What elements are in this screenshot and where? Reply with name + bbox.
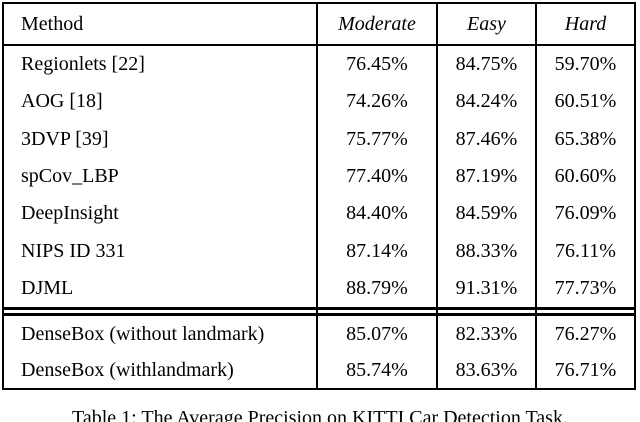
easy-cell: 88.33% [436,232,535,270]
moderate-cell: 87.14% [316,232,436,270]
method-cell: 3DVP [39] [21,127,109,150]
table-row: DJML 88.79% 91.31% 77.73% [4,269,634,307]
table-row: DenseBox (without landmark) 85.07% 82.33… [4,316,634,352]
easy-cell: 84.59% [436,195,535,233]
moderate-cell: 77.40% [316,157,436,196]
table-row: DeepInsight 84.40% 84.59% 76.09% [4,195,634,233]
section-divider-double-rule [4,307,634,316]
method-cell: spCov_LBP [21,164,119,187]
results-table: Method Moderate Easy Hard Regionlets [22… [2,2,636,390]
easy-cell: 84.24% [436,83,535,121]
densebox-methods-section: DenseBox (without landmark) 85.07% 82.33… [4,316,634,388]
easy-cell: 84.75% [436,46,535,84]
hard-cell: 76.11% [535,232,634,270]
table-row: DenseBox (withlandmark) 85.74% 83.63% 76… [4,352,634,388]
baseline-methods-section: Regionlets [22] 76.45% 84.75% 59.70% AOG… [4,46,634,307]
table-header-row: Method Moderate Easy Hard [4,4,634,46]
hard-cell: 76.09% [535,195,634,233]
easy-cell: 87.46% [436,120,535,158]
table-row: NIPS ID 331 87.14% 88.33% 76.11% [4,232,634,270]
method-cell: DeepInsight [21,202,119,225]
moderate-cell: 85.07% [316,316,436,352]
method-cell: DenseBox (withlandmark) [21,358,234,381]
table-row: 3DVP [39] 75.77% 87.46% 65.38% [4,120,634,158]
header-hard: Hard [535,4,634,44]
easy-cell: 91.31% [436,269,535,307]
method-cell: DJML [21,276,74,299]
moderate-cell: 75.77% [316,120,436,158]
table-caption: Table 1: The Average Precision on KITTI … [72,407,568,422]
hard-cell: 77.73% [535,269,634,307]
header-method: Method [21,12,84,35]
hard-cell: 59.70% [535,46,634,84]
moderate-cell: 74.26% [316,83,436,121]
hard-cell: 65.38% [535,120,634,158]
easy-cell: 83.63% [436,352,535,388]
hard-cell: 60.51% [535,83,634,121]
table-row: Regionlets [22] 76.45% 84.75% 59.70% [4,46,634,84]
method-cell: NIPS ID 331 [21,239,126,262]
moderate-cell: 76.45% [316,46,436,84]
method-cell: DenseBox (without landmark) [21,322,265,345]
easy-cell: 87.19% [436,157,535,196]
moderate-cell: 84.40% [316,195,436,233]
method-cell: Regionlets [22] [21,53,145,76]
table-row: spCov_LBP 77.40% 87.19% 60.60% [4,157,634,196]
hard-cell: 76.71% [535,352,634,388]
hard-cell: 76.27% [535,316,634,352]
header-easy: Easy [436,4,535,44]
moderate-cell: 85.74% [316,352,436,388]
method-cell: AOG [18] [21,90,103,113]
header-moderate: Moderate [316,4,436,44]
hard-cell: 60.60% [535,157,634,196]
easy-cell: 82.33% [436,316,535,352]
table-row: AOG [18] 74.26% 84.24% 60.51% [4,83,634,121]
moderate-cell: 88.79% [316,269,436,307]
